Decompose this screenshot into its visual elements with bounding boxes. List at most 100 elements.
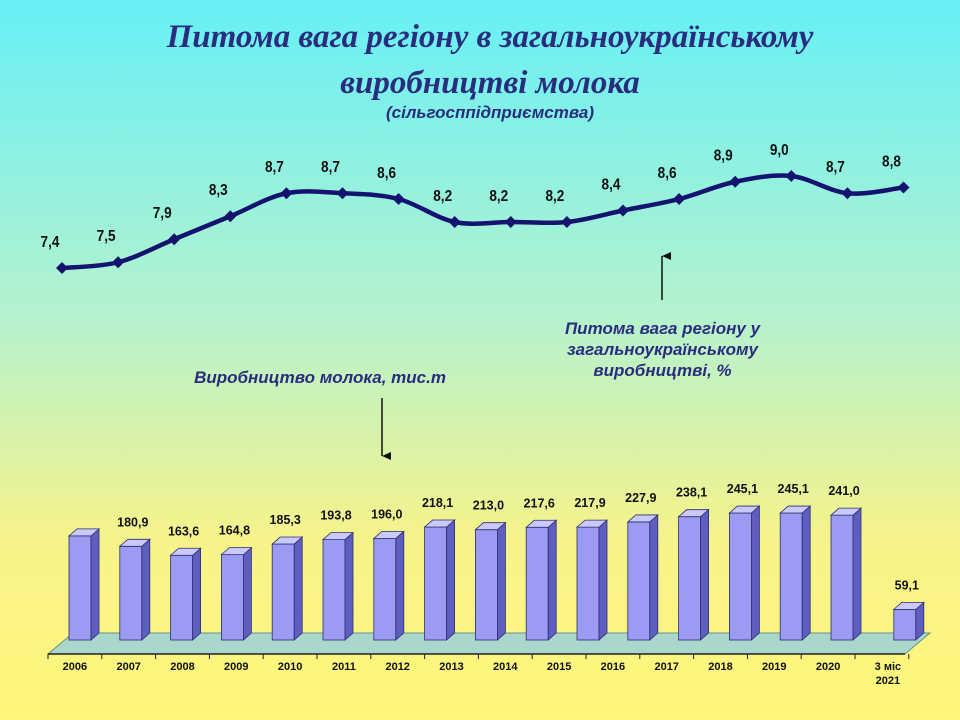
share-line (61, 173, 904, 271)
bar-top-face (220, 547, 253, 556)
bar-data-label: 59,1 (895, 578, 919, 592)
bar-side-face (395, 530, 405, 641)
share-data-label: 7,5 (97, 228, 116, 245)
x-tick-label: 2012 (385, 661, 409, 673)
production-bar (67, 528, 101, 641)
production-bar (525, 519, 558, 641)
share-data-label: 8,2 (433, 188, 452, 205)
bar-side-face (141, 538, 151, 641)
bar-top-face (169, 547, 202, 556)
bar-data-label: 196,0 (371, 507, 402, 521)
bar-front-face (830, 514, 854, 641)
bar-front-face (271, 543, 295, 641)
share-point-marker (560, 216, 573, 228)
bar-top-face (575, 519, 609, 528)
bar-side-face (446, 519, 455, 641)
bar-data-label: 238,1 (676, 486, 707, 500)
share-data-label: 8,2 (545, 188, 564, 205)
x-tick-label: 2006 (63, 661, 87, 673)
bar-side-face (293, 536, 303, 641)
x-tick-label: 2011 (332, 661, 356, 673)
bar-top-face (626, 514, 659, 523)
production-bar (677, 508, 710, 641)
share-data-label: 8,6 (377, 165, 396, 182)
share-data-label: 8,6 (658, 165, 677, 182)
bar-side-face (852, 507, 862, 641)
production-series-annotation: Виробництво молока, тис.т (194, 368, 446, 387)
share-point-marker (168, 233, 181, 246)
bar-data-label: 213,0 (473, 499, 504, 513)
bar-front-face (729, 512, 752, 641)
bar-data-label: 245,1 (727, 482, 758, 496)
share-data-label: 8,7 (321, 159, 340, 176)
production-bar (728, 505, 761, 641)
bar-data-label: 193,8 (320, 509, 351, 523)
share-data-label: 8,7 (265, 159, 284, 176)
bar-top-face (728, 505, 761, 514)
share-data-label: 8,9 (714, 148, 733, 165)
bar-data-label: 163,6 (168, 524, 199, 538)
bar-data-label: 227,9 (625, 491, 656, 505)
bar-top-face (525, 519, 558, 528)
bar-top-face (474, 522, 507, 531)
share-point-marker (112, 256, 125, 269)
x-tick-label: 2016 (601, 661, 625, 673)
x-tick-label: 2020 (816, 661, 840, 673)
bar-front-face (373, 538, 397, 641)
x-tick-label: 2021 (876, 675, 900, 687)
bar-front-face (893, 608, 917, 641)
bar-top-face (423, 519, 456, 528)
production-bar (829, 507, 863, 641)
bar-top-face (829, 507, 863, 516)
x-tick-label: 2009 (224, 661, 248, 673)
production-bar (169, 547, 202, 641)
share-data-label: 9,0 (770, 142, 789, 159)
bar-top-face (271, 536, 304, 545)
bar-front-face (119, 545, 143, 641)
bar-front-face (779, 512, 803, 641)
bar-side-face (497, 521, 506, 641)
production-bar (575, 519, 609, 641)
bar-top-face (677, 509, 710, 518)
x-tick-label: 3 міс (875, 661, 902, 673)
bar-front-face (68, 535, 92, 641)
bar-front-face (170, 554, 194, 641)
chart-title: Питома вага регіону в загальноукраїнсько… (166, 19, 814, 101)
bar-top-face (118, 538, 151, 547)
share-point-marker (729, 175, 742, 188)
share-point-marker (224, 210, 237, 223)
x-tick-label: 2015 (547, 661, 571, 673)
x-tick-label: 2013 (439, 661, 463, 673)
production-bar (626, 514, 659, 641)
production-bar (423, 519, 456, 641)
share-data-label: 7,9 (153, 205, 172, 222)
share-data-label: 8,3 (209, 182, 228, 199)
share-point-marker (673, 193, 686, 205)
share-point-marker (392, 193, 405, 205)
bar-data-label: 217,6 (524, 496, 555, 510)
bar-top-face (372, 531, 405, 539)
share-point-marker (56, 262, 68, 274)
bar-top-face (892, 601, 925, 610)
bar-side-face (598, 519, 608, 641)
share-point-marker (785, 170, 798, 182)
x-tick-label: 2019 (762, 661, 786, 673)
bar-front-face (525, 526, 549, 641)
production-bar (321, 531, 355, 641)
production-bar (779, 505, 812, 641)
share-point-marker (897, 181, 910, 194)
bar-front-face (474, 529, 498, 641)
bar-side-face (547, 519, 557, 641)
chart-subtitle: (сільгосппідприємства) (385, 103, 595, 122)
bar-data-label: 218,1 (422, 496, 453, 510)
bar-data-label: 217,9 (574, 496, 605, 510)
x-tick-label: 2007 (116, 661, 140, 673)
bar-side-face (90, 528, 100, 641)
share-series-annotation: Питома вага регіону у загальноукраїнсько… (564, 319, 761, 380)
bar-side-face (192, 547, 201, 641)
production-bar (118, 538, 151, 641)
bar-side-face (700, 508, 709, 641)
share-point-marker (280, 187, 293, 200)
x-tick-label: 2010 (278, 661, 302, 673)
